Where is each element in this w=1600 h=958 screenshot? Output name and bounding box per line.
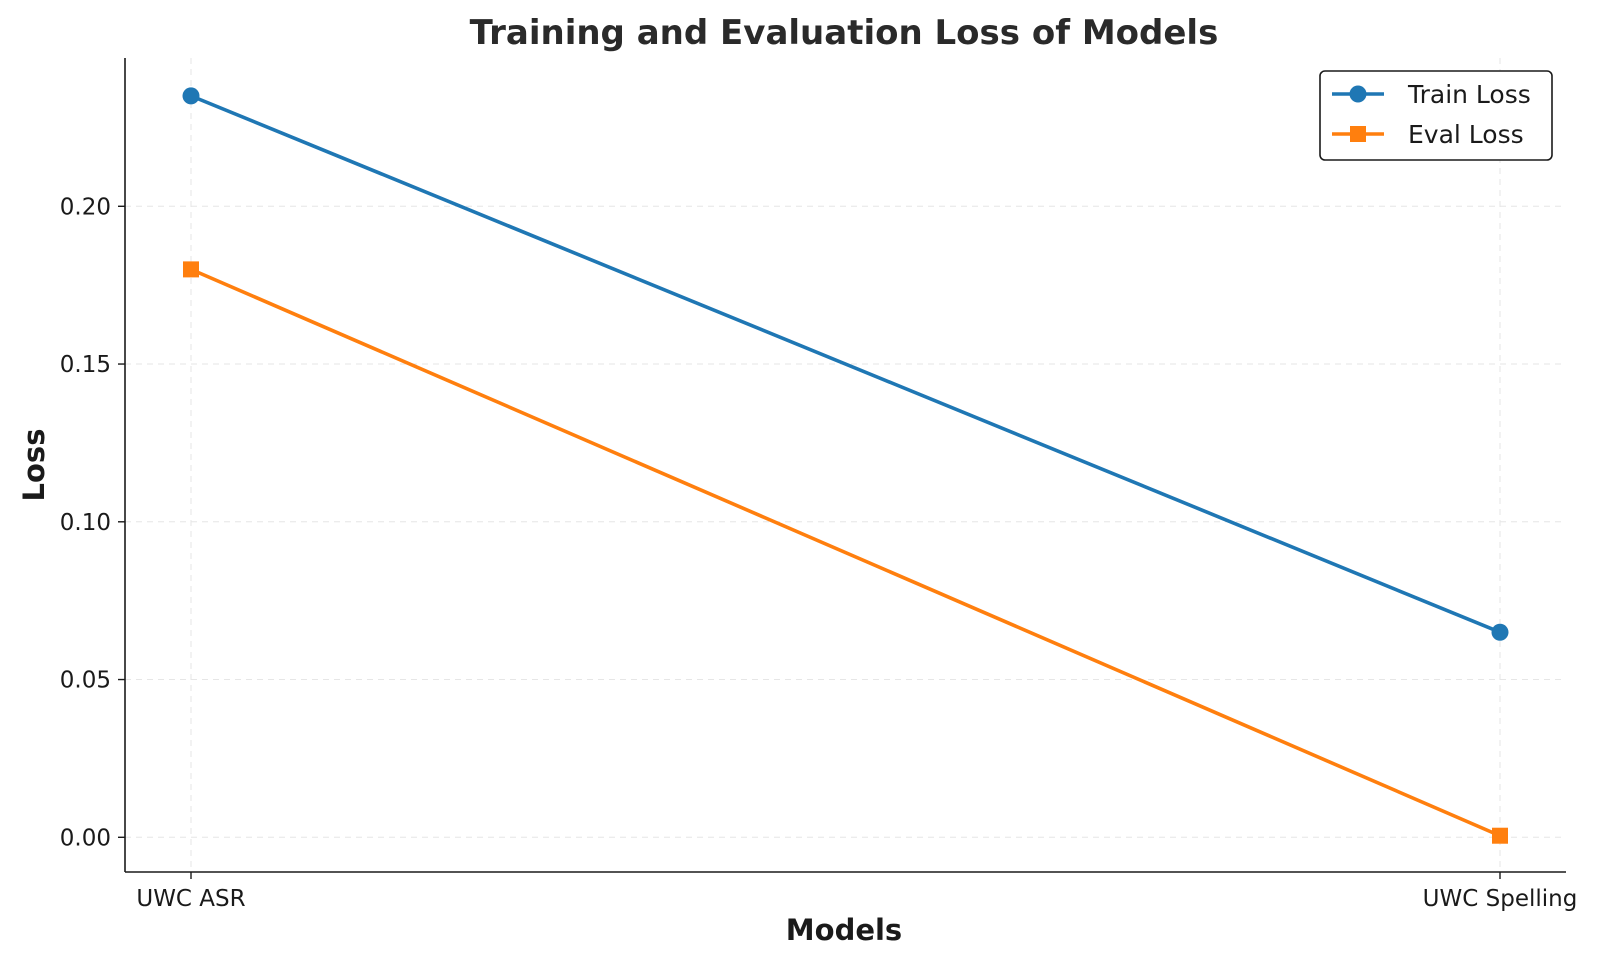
y-tick-label: 0.00 [60, 825, 111, 851]
x-axis-label: Models [786, 913, 902, 947]
grid [125, 58, 1566, 872]
chart-title: Training and Evaluation Loss of Models [470, 13, 1219, 53]
train-loss-point [182, 87, 200, 105]
eval-loss-point [1492, 827, 1508, 844]
legend-eval-loss-label: Eval Loss [1408, 120, 1524, 149]
y-ticks: 0.00 0.05 0.10 0.15 0.20 [60, 194, 125, 851]
axes [124, 58, 1566, 873]
eval-loss-point [183, 261, 199, 278]
train-loss-point [1491, 623, 1509, 641]
series [182, 87, 1509, 844]
y-axis-label: Loss [17, 429, 51, 502]
x-tick-label: UWC Spelling [1423, 886, 1578, 912]
legend-train-loss-label: Train Loss [1407, 80, 1531, 109]
y-tick-label: 0.15 [60, 352, 111, 378]
legend-eval-loss-marker [1350, 126, 1366, 142]
eval-loss-line [190, 267, 1501, 838]
y-tick-label: 0.05 [60, 668, 111, 694]
legend: Train Loss Eval Loss [1319, 70, 1553, 161]
y-tick-label: 0.10 [60, 510, 111, 536]
x-tick-label: UWC ASR [136, 886, 245, 912]
legend-train-loss-marker [1349, 85, 1367, 103]
y-tick-label: 0.20 [60, 194, 111, 220]
x-ticks: UWC ASR UWC Spelling [136, 872, 1577, 912]
train-loss-line [190, 94, 1501, 634]
